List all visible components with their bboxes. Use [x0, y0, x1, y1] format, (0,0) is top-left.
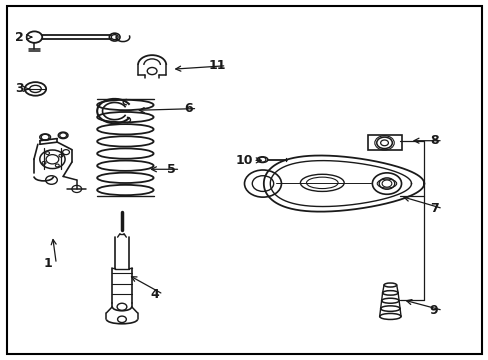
Text: 9: 9 — [429, 304, 438, 317]
Text: 6: 6 — [184, 102, 192, 115]
Text: 3: 3 — [16, 82, 24, 95]
Text: 11: 11 — [208, 59, 226, 72]
Text: 1: 1 — [43, 257, 52, 270]
Text: 4: 4 — [150, 288, 159, 301]
Text: 2: 2 — [16, 31, 24, 44]
Text: 8: 8 — [429, 134, 438, 147]
Text: 10: 10 — [235, 154, 253, 167]
Text: 5: 5 — [167, 163, 176, 176]
Text: 7: 7 — [429, 202, 438, 215]
